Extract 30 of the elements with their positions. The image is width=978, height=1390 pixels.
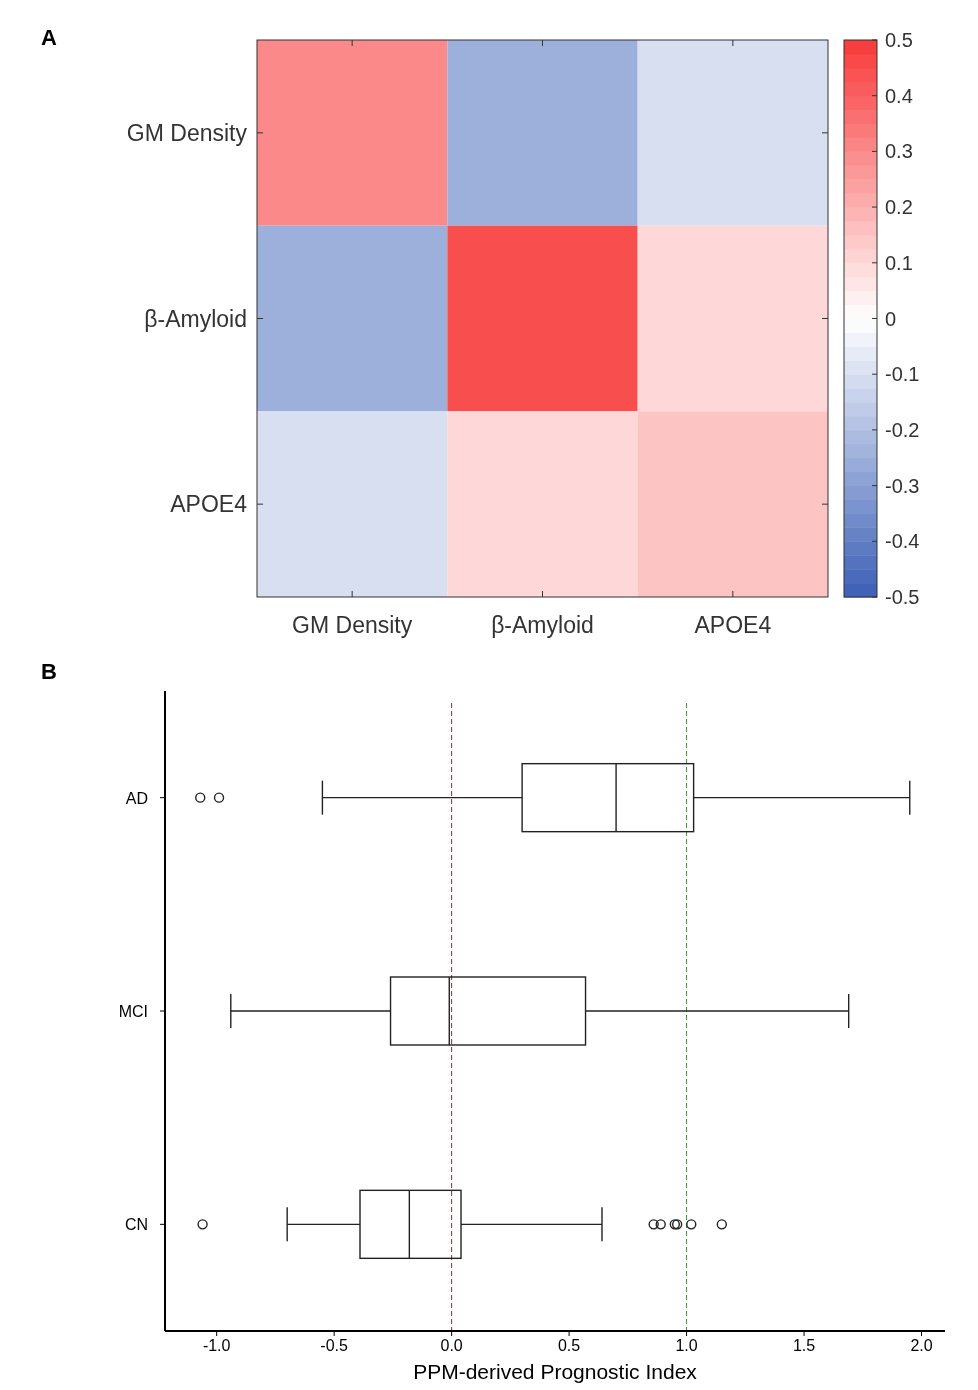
color-bar-label: 0.1: [885, 251, 913, 274]
chart-title: B: [41, 659, 57, 684]
color-bar-label: 0.4: [885, 84, 913, 107]
color-bar-label: -0.2: [885, 418, 920, 441]
x-tick-label: β-Amyloid: [491, 612, 594, 638]
color-bar-label: -0.5: [885, 586, 920, 608]
y-tick-label: APOE4: [170, 491, 248, 518]
color-bar-label: -0.1: [885, 363, 920, 386]
x-tick-label: GM Density: [292, 612, 413, 638]
color-bar-label: 0.5: [885, 29, 913, 51]
color-bar-label: 0.2: [885, 196, 913, 219]
y-tick-label: CN: [124, 1216, 148, 1234]
x-tick-label: APOE4: [694, 612, 772, 638]
y-tick-label: MCI: [118, 1003, 148, 1020]
color-bar-label: -0.3: [885, 474, 920, 497]
color-bar-label: -0.4: [885, 530, 920, 553]
text: A: [41, 25, 57, 50]
x-tick-label: -1.0: [202, 1337, 231, 1354]
x-axis-title: PPM-derived Prognostic Index: [413, 1360, 698, 1383]
color-bar-label: 0.3: [885, 140, 913, 163]
x-tick-label: 0.5: [557, 1337, 581, 1354]
y-tick-label: β-Amyloid: [144, 305, 247, 332]
x-tick-label: -0.5: [320, 1337, 349, 1354]
x-tick-label: 2.0: [910, 1337, 933, 1354]
x-tick-label: 1.5: [792, 1337, 816, 1354]
x-tick-label: 1.0: [675, 1337, 698, 1354]
y-tick-label: GM Density: [126, 119, 248, 146]
y-tick-label: AD: [125, 789, 148, 807]
x-tick-label: 0.0: [440, 1337, 463, 1354]
color-bar-label: 0: [885, 307, 897, 330]
